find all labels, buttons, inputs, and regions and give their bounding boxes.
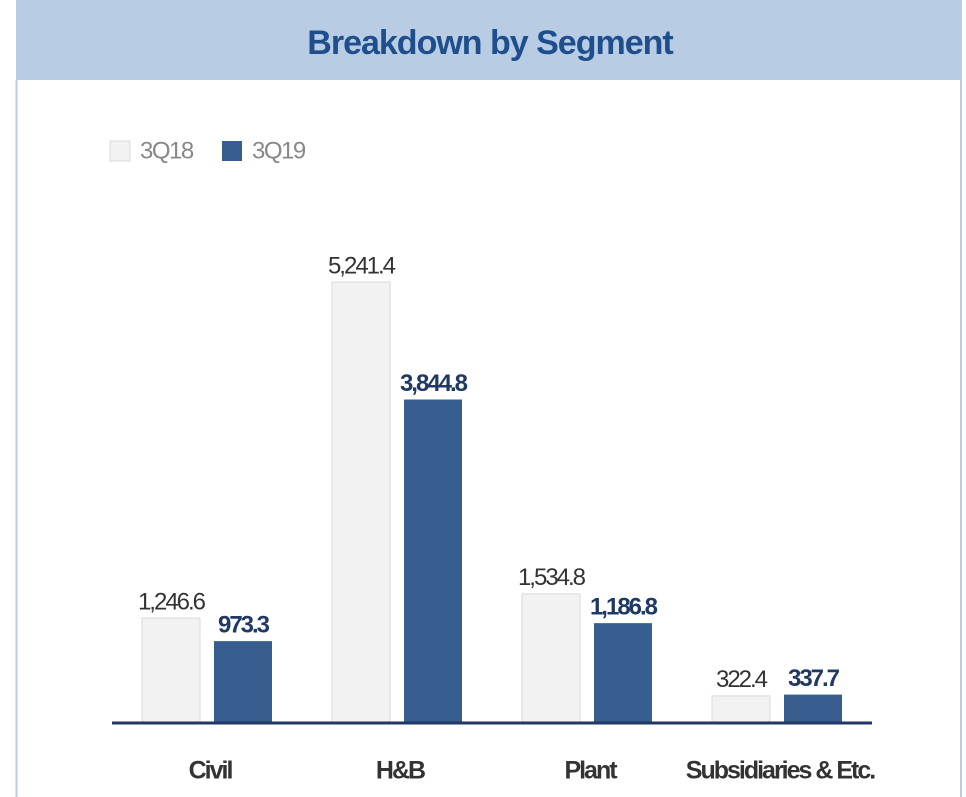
- header-band: [16, 0, 962, 80]
- legend-swatch: [109, 140, 131, 162]
- value-label: 1,534.8: [518, 564, 586, 591]
- x-tick-label: Subsidiaries & Etc.: [686, 757, 876, 785]
- bar: [711, 695, 771, 724]
- bar: [594, 623, 652, 723]
- x-tick-label: Civil: [189, 757, 233, 785]
- bar: [141, 617, 201, 724]
- bar: [784, 694, 842, 723]
- chart-title: Breakdown by Segment: [307, 24, 673, 62]
- value-label: 973.3: [218, 611, 270, 638]
- value-label: 322.4: [716, 666, 768, 693]
- x-tick-label: Plant: [564, 757, 618, 785]
- value-label: 1,186.8: [590, 593, 658, 620]
- value-label: 1,246.6: [138, 588, 206, 615]
- bar: [404, 399, 462, 723]
- legend-label: 3Q19: [252, 137, 306, 164]
- legend-swatch: [222, 141, 242, 161]
- bar: [521, 593, 581, 724]
- x-tick-label: H&B: [376, 757, 425, 785]
- legend-label: 3Q18: [140, 137, 194, 164]
- value-label: 5,241.4: [328, 252, 396, 279]
- value-label: 3,844.8: [400, 370, 468, 397]
- value-label: 337.7: [788, 665, 840, 692]
- bar: [214, 641, 272, 723]
- bar: [331, 281, 391, 724]
